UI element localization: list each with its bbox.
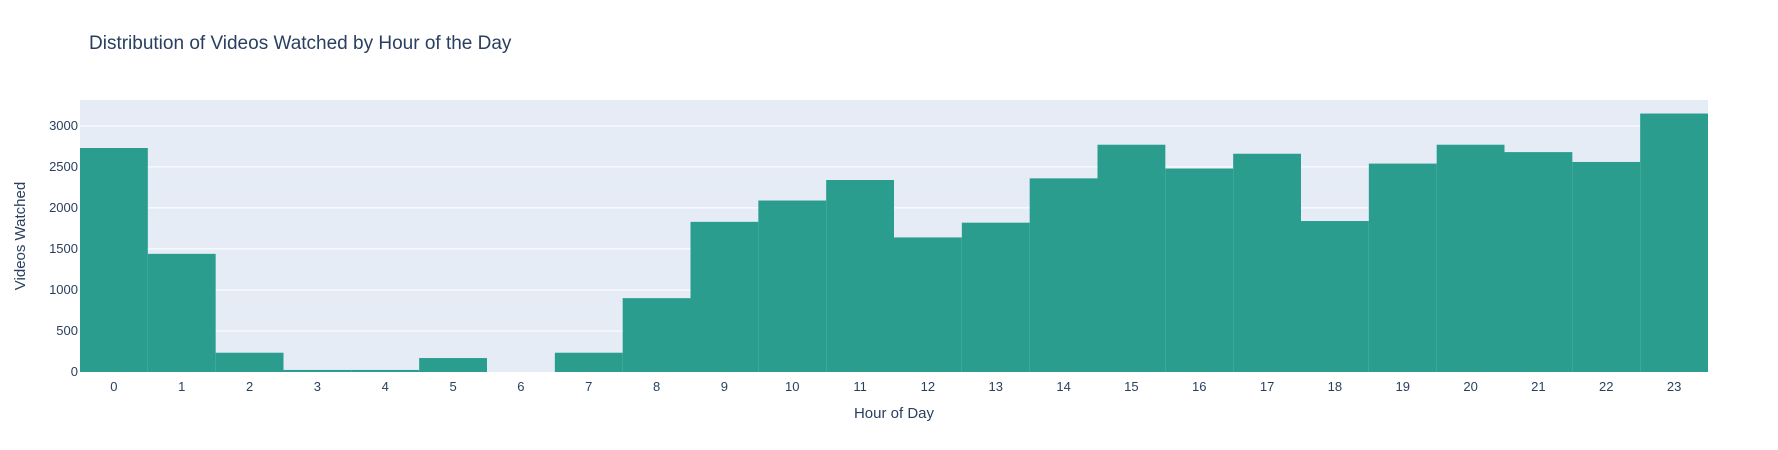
bar-hour-15 [1097, 144, 1166, 372]
bar-hour-10 [758, 200, 827, 372]
bar-hour-0 [80, 148, 148, 372]
bar-hour-17 [1233, 153, 1301, 372]
bar-hour-4 [351, 369, 420, 372]
x-tick-label: 7 [585, 379, 592, 394]
x-tick-label: 14 [1056, 379, 1070, 394]
x-tick-label: 21 [1531, 379, 1545, 394]
bar-hour-11 [826, 180, 894, 372]
bar-hour-18 [1301, 221, 1369, 372]
bar-hour-5 [419, 358, 487, 372]
x-tick-label: 13 [989, 379, 1003, 394]
x-axis-ticks: 0 1 2 3 4 5 6 7 8 9 10 11 12 13 14 15 16 17 18 19 20 21 22 23 [110, 379, 1681, 394]
bar-hour-21 [1504, 152, 1573, 372]
x-tick-label: 19 [1396, 379, 1410, 394]
x-tick-label: 0 [110, 379, 117, 394]
bar-hour-19 [1368, 163, 1437, 372]
chart-title: Distribution of Videos Watched by Hour o… [89, 33, 512, 54]
bar-hour-20 [1436, 144, 1505, 372]
x-tick-label: 17 [1260, 379, 1274, 394]
bar-hour-23 [1640, 113, 1708, 373]
y-tick-label: 3000 [49, 118, 78, 133]
y-tick-label: 2500 [49, 159, 78, 174]
x-tick-label: 1 [178, 379, 185, 394]
y-tick-label: 1000 [49, 282, 78, 297]
x-tick-label: 9 [721, 379, 728, 394]
x-tick-label: 4 [382, 379, 389, 394]
bar-hour-12 [894, 237, 962, 372]
bar-hour-13 [961, 222, 1030, 372]
bar-hour-14 [1029, 178, 1098, 372]
y-tick-label: 1500 [49, 241, 78, 256]
y-axis-title: Videos Watched [12, 182, 29, 290]
bar-hour-9 [690, 221, 759, 372]
x-axis-title: Hour of Day [854, 405, 935, 422]
x-tick-label: 5 [449, 379, 456, 394]
y-axis-ticks: 0 500 1000 1500 2000 2500 3000 [49, 118, 78, 379]
x-tick-label: 11 [853, 379, 867, 394]
x-tick-label: 15 [1124, 379, 1138, 394]
bar-hour-1 [147, 253, 216, 372]
bar-hour-8 [622, 298, 691, 372]
x-tick-label: 3 [314, 379, 321, 394]
x-tick-label: 16 [1192, 379, 1206, 394]
x-tick-label: 10 [785, 379, 799, 394]
x-tick-label: 23 [1667, 379, 1681, 394]
bar-hour-7 [554, 352, 623, 372]
y-tick-label: 0 [71, 364, 78, 379]
x-tick-label: 12 [921, 379, 935, 394]
bar-hour-22 [1572, 161, 1641, 372]
bars [80, 113, 1708, 373]
bar-hour-16 [1165, 168, 1234, 372]
x-tick-label: 8 [653, 379, 660, 394]
bar-hour-2 [215, 352, 284, 372]
x-tick-label: 20 [1463, 379, 1477, 394]
x-tick-label: 18 [1328, 379, 1342, 394]
x-tick-label: 6 [517, 379, 524, 394]
x-tick-label: 22 [1599, 379, 1613, 394]
y-tick-label: 2000 [49, 200, 78, 215]
bar-hour-3 [283, 369, 352, 372]
y-tick-label: 500 [56, 323, 78, 338]
x-tick-label: 2 [246, 379, 253, 394]
